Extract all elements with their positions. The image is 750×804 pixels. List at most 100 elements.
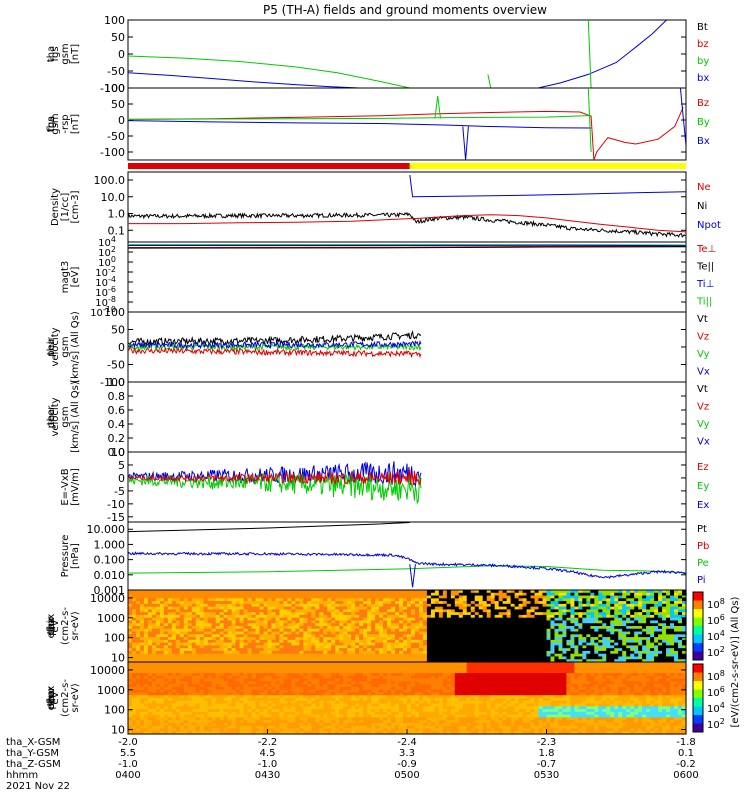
series-line-Bx — [128, 121, 591, 128]
panel-frame — [128, 20, 686, 88]
y-tick-label: 1.000 — [94, 538, 126, 551]
y-tick-label: 100 — [104, 306, 125, 319]
series-group — [128, 175, 686, 237]
y-tick-exponent: -2 — [108, 265, 116, 274]
y-tick-label: 50 — [111, 324, 125, 337]
y-tick-label: 100 — [104, 82, 125, 95]
series-line-by — [488, 74, 491, 88]
legend-entry: Vy — [697, 419, 710, 430]
y-tick-label: 0.4 — [108, 418, 126, 431]
y-tick-label: -50 — [107, 359, 125, 372]
series-line-By — [588, 88, 591, 152]
series-line-Npot — [410, 175, 686, 197]
y-tick-label: 5 — [118, 459, 125, 472]
y-axis-label: [km/s] (All Qs) — [70, 381, 81, 453]
y-tick-label: 50 — [111, 98, 125, 111]
series-group — [128, 20, 667, 88]
panel-frame — [128, 522, 686, 590]
y-tick-label: 0 — [118, 48, 125, 61]
series-line-Bx — [463, 126, 469, 160]
legend-entry: Ti⊥ — [696, 279, 714, 290]
legend-entry: Ne — [697, 182, 711, 193]
series-line-Pt — [128, 523, 410, 532]
series-group — [128, 332, 421, 357]
legend-entry: Vy — [697, 349, 710, 360]
legend-entry: Bt — [697, 22, 708, 33]
panel-mode — [128, 163, 686, 169]
series-line-Pe — [128, 566, 686, 573]
panel-frame — [128, 242, 686, 312]
legend-entry: Ey — [697, 481, 709, 492]
y-tick-label: 0.010 — [94, 569, 126, 582]
y-tick-label: 10 — [111, 446, 125, 459]
series-line-Bz — [128, 107, 683, 160]
y-tick-label: 0 — [118, 114, 125, 127]
legend-entry: Bz — [697, 98, 709, 109]
legend-entry: Ni — [697, 201, 707, 212]
y-tick-exponent: 2 — [111, 245, 116, 254]
y-axis-label: [cm-3] — [70, 190, 81, 223]
legend-entry: bz — [697, 39, 709, 50]
legend-entry: Ex — [697, 500, 709, 511]
panel-pressure: 10.0001.0000.1000.0100.001Pressure[nPa]P… — [60, 522, 709, 597]
series-line-Pi — [128, 552, 686, 578]
spectrogram-cells — [128, 590, 687, 663]
y-tick-label: 10 — [111, 652, 125, 665]
plot-title: P5 (TH-A) fields and ground moments over… — [263, 3, 547, 17]
y-tick-label: 0.8 — [108, 390, 126, 403]
mode-bar-segment — [410, 163, 686, 169]
panel-density: 100.010.01.00.1Density[1/cc][cm-3]NeNiNp… — [50, 172, 721, 242]
mode-bar-segment — [128, 163, 410, 169]
series-line-Bx — [680, 88, 686, 146]
series-line-Pi — [410, 564, 416, 587]
y-tick-label: 0.2 — [108, 432, 126, 445]
legend-entry: Vt — [697, 384, 708, 395]
y-tick-label: 10.000 — [87, 523, 126, 536]
legend-entry: Npot — [697, 220, 721, 231]
panel-temperature: 10410210010-210-410-610-810-10magt3[eV]T… — [60, 235, 716, 319]
legend-entry: Vt — [697, 314, 708, 325]
legend-entry: Vx — [697, 367, 710, 378]
series-group — [128, 88, 686, 160]
y-tick-label: -50 — [107, 130, 125, 143]
y-tick-label: 100 — [104, 632, 125, 645]
y-tick-exponent: 0 — [111, 255, 116, 264]
series-line-By — [435, 96, 441, 118]
legend-entry: Bx — [697, 136, 710, 147]
y-tick-label: -5 — [114, 485, 125, 498]
y-axis-label: sr-eV) — [70, 611, 81, 640]
y-tick-label: 0.100 — [94, 554, 126, 567]
panel-frame — [128, 172, 686, 242]
y-tick-label: -50 — [107, 65, 125, 78]
legend-entry: by — [697, 56, 709, 67]
y-tick-label: 100 — [104, 14, 125, 27]
y-tick-label: 0 — [118, 472, 125, 485]
y-tick-label: 100.0 — [94, 174, 126, 187]
panel-frame — [128, 452, 686, 522]
y-tick-label: 1.0 — [108, 208, 126, 221]
y-tick-label: 1000 — [97, 612, 125, 625]
legend-entry: Ez — [697, 462, 709, 473]
series-line-bx — [128, 73, 360, 88]
series-group — [128, 523, 686, 588]
legend-entry: Vz — [697, 332, 709, 343]
legend-entry: Te|| — [696, 262, 714, 273]
series-group — [128, 245, 686, 249]
legend-entry: Vx — [697, 437, 710, 448]
legend-entry: Vz — [697, 402, 709, 413]
y-axis-label: [nPa] — [70, 543, 81, 569]
legend-entry: Te⊥ — [696, 244, 716, 255]
y-tick-label: -10 — [107, 498, 125, 511]
panel-peer-spectrogram: 10000100010010thapeerenefluxeV(cm2-s-sr-… — [46, 662, 687, 737]
y-tick-label: 0.6 — [108, 404, 126, 417]
y-tick-label: 10000 — [90, 592, 125, 605]
series-line-by — [588, 20, 591, 88]
y-axis-label: [km/s] (All Qs) — [70, 311, 81, 383]
series-line-bx — [538, 20, 666, 88]
